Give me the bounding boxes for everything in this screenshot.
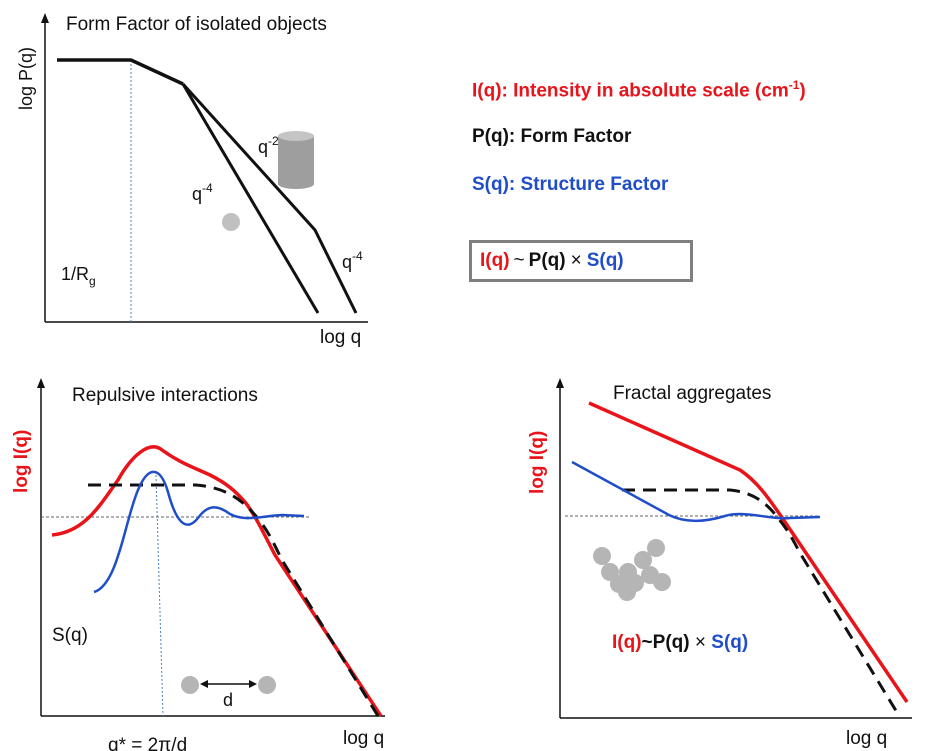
repulsive-y-label: log I(q)	[11, 430, 32, 493]
legend-structure-factor: S(q): Structure Factor	[472, 174, 669, 195]
repulsive-panel: Repulsive interactions log I(q) log q S(…	[11, 378, 385, 751]
formula-form-factor: P(q)	[528, 250, 566, 271]
fractal-form-factor-curve	[622, 488, 900, 715]
repulsive-y-arrow	[37, 378, 45, 388]
formula-proportional: ~	[513, 250, 525, 271]
form-factor-curve-sphere	[181, 83, 320, 314]
fractal-y-label: log I(q)	[527, 431, 548, 494]
qstar-label: q* = 2π/d	[108, 735, 187, 751]
form-factor-curve-plateau	[57, 58, 184, 86]
slope-q2-label: q-2	[258, 134, 279, 157]
particle-left-icon	[181, 676, 199, 694]
rg-label: 1/Rg	[61, 264, 96, 288]
formula-structure-factor: S(q)	[586, 250, 624, 271]
form-factor-title: Form Factor of isolated objects	[66, 14, 327, 35]
fractal-panel: Fractal aggregates log I(q) log q I(q)~P…	[527, 378, 912, 749]
formula-times: ×	[570, 250, 582, 271]
formula-box: I(q) ~ P(q) × S(q)	[469, 240, 693, 282]
fractal-structure-curve	[571, 460, 821, 522]
particle-right-icon	[258, 676, 276, 694]
fractal-intensity-curve	[588, 401, 909, 703]
sphere-icon	[222, 213, 240, 231]
distance-arrow-left-head	[200, 680, 208, 688]
slope-q4-sphere-label: q-4	[192, 181, 213, 204]
repulsive-intensity-curve	[51, 445, 383, 717]
distance-arrow-right-head	[249, 680, 257, 688]
repulsive-form-factor-curve	[88, 483, 380, 717]
formula-intensity: I(q)	[480, 250, 510, 271]
repulsive-x-label: log q	[343, 728, 384, 749]
slope-q4-cylinder-label: q-4	[342, 249, 363, 272]
fractal-title: Fractal aggregates	[613, 383, 771, 404]
form-factor-y-label: log P(q)	[16, 47, 36, 110]
structure-factor-label: S(q)	[52, 625, 88, 646]
fractal-formula: I(q)~P(q) × S(q)	[612, 632, 748, 653]
repulsive-title: Repulsive interactions	[72, 385, 258, 406]
fractal-aggregate-icon	[593, 539, 671, 601]
fractal-y-arrow	[556, 378, 564, 388]
legend-intensity: I(q): Intensity in absolute scale (cm-1)	[472, 78, 806, 102]
distance-label: d	[223, 690, 233, 710]
form-factor-panel: Form Factor of isolated objects log P(q)…	[16, 13, 368, 348]
cylinder-icon	[278, 131, 314, 189]
qstar-guide-line	[155, 474, 164, 717]
form-factor-y-arrow	[41, 13, 49, 23]
form-factor-curve-cylinder	[181, 82, 358, 314]
form-factor-x-label: log q	[320, 327, 361, 348]
repulsive-structure-curve	[93, 470, 305, 594]
fractal-x-label: log q	[846, 728, 887, 749]
legend-form-factor: P(q): Form Factor	[472, 126, 632, 147]
